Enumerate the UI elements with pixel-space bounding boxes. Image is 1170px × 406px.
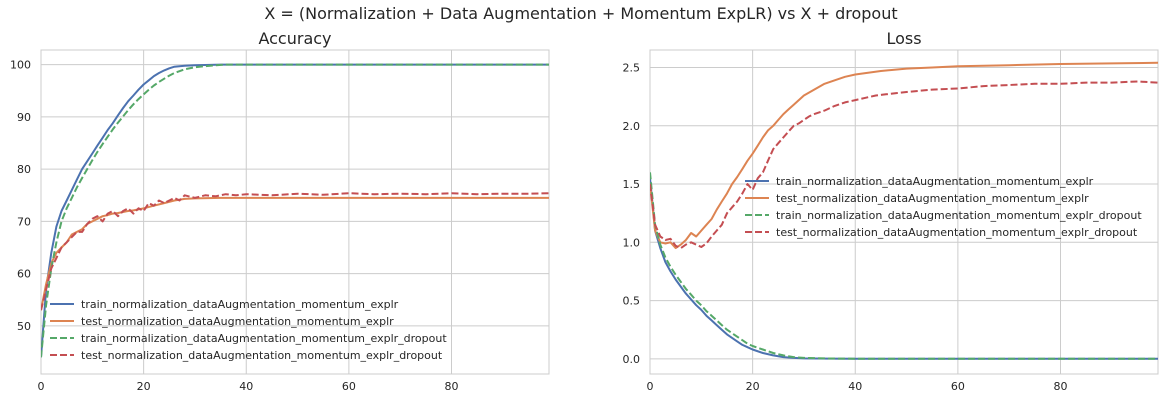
legend-label: train_normalization_dataAugmentation_mom… [81, 332, 447, 345]
y-tick-label: 1.5 [623, 178, 641, 191]
loss-panel: Loss 0 20 40 60 80 0.0 0.5 1.0 1.5 2.0 2.5 train_nor… [623, 29, 1159, 393]
x-tick-label: 60 [951, 380, 965, 393]
legend-label: test_normalization_dataAugmentation_mome… [81, 349, 443, 362]
series-line [41, 63, 549, 358]
legend: train_normalization_dataAugmentation_mom… [745, 175, 1142, 239]
x-tick-label: 20 [746, 380, 760, 393]
y-tick-label: 70 [17, 215, 31, 228]
x-tick-label: 0 [647, 380, 654, 393]
series-line [650, 61, 1158, 250]
accuracy-panel: Accuracy 0 20 40 60 80 50 60 70 80 90 100 train_norm… [10, 29, 550, 393]
y-tick-label: 2.0 [623, 120, 641, 133]
x-tick-label: 40 [848, 380, 862, 393]
legend-label: train_normalization_dataAugmentation_mom… [776, 209, 1142, 222]
series-line [650, 178, 1158, 360]
y-tick-label: 0.0 [623, 353, 641, 366]
series-line [41, 63, 549, 358]
y-tick-label: 80 [17, 163, 31, 176]
legend-label: train_normalization_dataAugmentation_mom… [81, 298, 399, 311]
legend-label: test_normalization_dataAugmentation_mome… [776, 192, 1089, 205]
y-tick-label: 1.0 [623, 236, 641, 249]
x-tick-label: 20 [137, 380, 151, 393]
figure-suptitle: X = (Normalization + Data Augmentation +… [264, 4, 897, 23]
y-tick-label: 90 [17, 111, 31, 124]
x-tick-label: 40 [239, 380, 253, 393]
x-tick-label: 80 [445, 380, 459, 393]
series-line [41, 192, 549, 311]
y-tick-label: 2.5 [623, 61, 641, 74]
y-tick-label: 60 [17, 268, 31, 281]
series-line [650, 80, 1158, 250]
y-tick-label: 0.5 [623, 295, 641, 308]
legend: train_normalization_dataAugmentation_mom… [50, 298, 447, 362]
x-tick-label: 0 [38, 380, 45, 393]
plot-frame [40, 49, 550, 375]
x-tick-label: 80 [1054, 380, 1068, 393]
y-tick-label: 100 [10, 59, 31, 72]
chart-title: Accuracy [258, 29, 331, 48]
legend-label: test_normalization_dataAugmentation_mome… [81, 315, 394, 328]
x-tick-label: 60 [342, 380, 356, 393]
plot-frame [649, 49, 1159, 375]
y-tick-label: 50 [17, 320, 31, 333]
legend-label: train_normalization_dataAugmentation_mom… [776, 175, 1094, 188]
series-line [650, 172, 1158, 360]
legend-label: test_normalization_dataAugmentation_mome… [776, 226, 1138, 239]
chart-title: Loss [886, 29, 921, 48]
